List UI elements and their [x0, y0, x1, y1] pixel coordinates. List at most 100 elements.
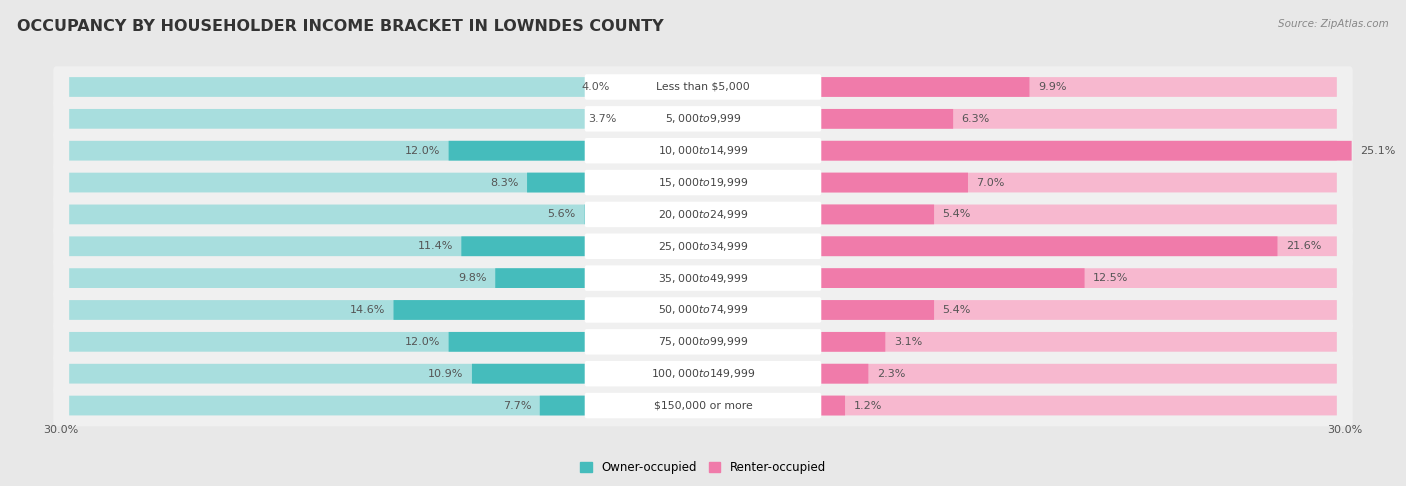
FancyBboxPatch shape	[585, 297, 821, 323]
FancyBboxPatch shape	[585, 205, 586, 224]
Text: $35,000 to $49,999: $35,000 to $49,999	[658, 272, 748, 285]
FancyBboxPatch shape	[820, 205, 1337, 224]
Text: 12.0%: 12.0%	[405, 146, 440, 156]
Text: 1.2%: 1.2%	[853, 400, 882, 411]
FancyBboxPatch shape	[820, 396, 845, 416]
FancyBboxPatch shape	[472, 364, 586, 383]
FancyBboxPatch shape	[820, 396, 1337, 416]
FancyBboxPatch shape	[820, 268, 1084, 288]
FancyBboxPatch shape	[69, 205, 586, 224]
FancyBboxPatch shape	[820, 236, 1337, 256]
FancyBboxPatch shape	[586, 109, 624, 129]
FancyBboxPatch shape	[53, 226, 1353, 267]
FancyBboxPatch shape	[53, 162, 1353, 203]
FancyBboxPatch shape	[527, 173, 586, 192]
FancyBboxPatch shape	[69, 332, 586, 352]
FancyBboxPatch shape	[585, 265, 821, 291]
Legend: Owner-occupied, Renter-occupied: Owner-occupied, Renter-occupied	[575, 457, 831, 479]
Text: $100,000 to $149,999: $100,000 to $149,999	[651, 367, 755, 380]
FancyBboxPatch shape	[820, 332, 886, 352]
FancyBboxPatch shape	[53, 194, 1353, 235]
Text: 6.3%: 6.3%	[962, 114, 990, 124]
Text: Less than $5,000: Less than $5,000	[657, 82, 749, 92]
FancyBboxPatch shape	[820, 173, 1337, 192]
FancyBboxPatch shape	[449, 141, 586, 160]
FancyBboxPatch shape	[69, 109, 586, 129]
FancyBboxPatch shape	[69, 77, 586, 97]
FancyBboxPatch shape	[585, 202, 821, 227]
FancyBboxPatch shape	[820, 205, 934, 224]
Text: $50,000 to $74,999: $50,000 to $74,999	[658, 303, 748, 316]
FancyBboxPatch shape	[585, 74, 821, 100]
Text: 12.0%: 12.0%	[405, 337, 440, 347]
FancyBboxPatch shape	[585, 170, 821, 195]
Text: 3.1%: 3.1%	[894, 337, 922, 347]
FancyBboxPatch shape	[585, 361, 821, 386]
FancyBboxPatch shape	[820, 364, 869, 383]
Text: OCCUPANCY BY HOUSEHOLDER INCOME BRACKET IN LOWNDES COUNTY: OCCUPANCY BY HOUSEHOLDER INCOME BRACKET …	[17, 19, 664, 35]
Text: 11.4%: 11.4%	[418, 241, 453, 251]
FancyBboxPatch shape	[540, 396, 586, 416]
Text: 8.3%: 8.3%	[491, 177, 519, 188]
FancyBboxPatch shape	[585, 234, 821, 259]
FancyBboxPatch shape	[820, 77, 1337, 97]
FancyBboxPatch shape	[53, 353, 1353, 395]
FancyBboxPatch shape	[820, 332, 1337, 352]
FancyBboxPatch shape	[53, 66, 1353, 108]
Text: $25,000 to $34,999: $25,000 to $34,999	[658, 240, 748, 253]
FancyBboxPatch shape	[69, 173, 586, 192]
Text: 2.3%: 2.3%	[877, 369, 905, 379]
FancyBboxPatch shape	[69, 236, 586, 256]
FancyBboxPatch shape	[586, 77, 619, 97]
FancyBboxPatch shape	[69, 268, 586, 288]
FancyBboxPatch shape	[820, 109, 953, 129]
FancyBboxPatch shape	[820, 364, 1337, 383]
Text: 4.0%: 4.0%	[581, 82, 610, 92]
FancyBboxPatch shape	[820, 300, 1337, 320]
FancyBboxPatch shape	[820, 173, 967, 192]
Text: 3.7%: 3.7%	[588, 114, 616, 124]
Text: Source: ZipAtlas.com: Source: ZipAtlas.com	[1278, 19, 1389, 30]
FancyBboxPatch shape	[820, 300, 934, 320]
Text: $15,000 to $19,999: $15,000 to $19,999	[658, 176, 748, 189]
Text: 25.1%: 25.1%	[1360, 146, 1396, 156]
FancyBboxPatch shape	[53, 98, 1353, 139]
FancyBboxPatch shape	[69, 141, 586, 160]
FancyBboxPatch shape	[820, 109, 1337, 129]
FancyBboxPatch shape	[53, 289, 1353, 330]
FancyBboxPatch shape	[69, 300, 586, 320]
FancyBboxPatch shape	[585, 393, 821, 418]
FancyBboxPatch shape	[820, 236, 1278, 256]
FancyBboxPatch shape	[53, 258, 1353, 299]
FancyBboxPatch shape	[585, 329, 821, 355]
Text: $5,000 to $9,999: $5,000 to $9,999	[665, 112, 741, 125]
Text: $75,000 to $99,999: $75,000 to $99,999	[658, 335, 748, 348]
Text: 7.0%: 7.0%	[976, 177, 1005, 188]
Text: 5.4%: 5.4%	[942, 209, 972, 219]
Text: 9.9%: 9.9%	[1038, 82, 1066, 92]
Text: 30.0%: 30.0%	[44, 425, 79, 435]
FancyBboxPatch shape	[394, 300, 586, 320]
FancyBboxPatch shape	[449, 332, 586, 352]
FancyBboxPatch shape	[53, 130, 1353, 172]
FancyBboxPatch shape	[69, 396, 586, 416]
FancyBboxPatch shape	[69, 364, 586, 383]
FancyBboxPatch shape	[461, 236, 586, 256]
FancyBboxPatch shape	[820, 268, 1337, 288]
FancyBboxPatch shape	[585, 138, 821, 163]
Text: 5.6%: 5.6%	[547, 209, 576, 219]
FancyBboxPatch shape	[820, 77, 1029, 97]
Text: 9.8%: 9.8%	[458, 273, 486, 283]
FancyBboxPatch shape	[53, 321, 1353, 363]
Text: 21.6%: 21.6%	[1286, 241, 1322, 251]
Text: 14.6%: 14.6%	[350, 305, 385, 315]
Text: 7.7%: 7.7%	[503, 400, 531, 411]
Text: $150,000 or more: $150,000 or more	[654, 400, 752, 411]
FancyBboxPatch shape	[585, 106, 821, 132]
Text: $20,000 to $24,999: $20,000 to $24,999	[658, 208, 748, 221]
Text: 5.4%: 5.4%	[942, 305, 972, 315]
FancyBboxPatch shape	[53, 385, 1353, 426]
FancyBboxPatch shape	[820, 141, 1351, 160]
Text: $10,000 to $14,999: $10,000 to $14,999	[658, 144, 748, 157]
Text: 10.9%: 10.9%	[427, 369, 464, 379]
